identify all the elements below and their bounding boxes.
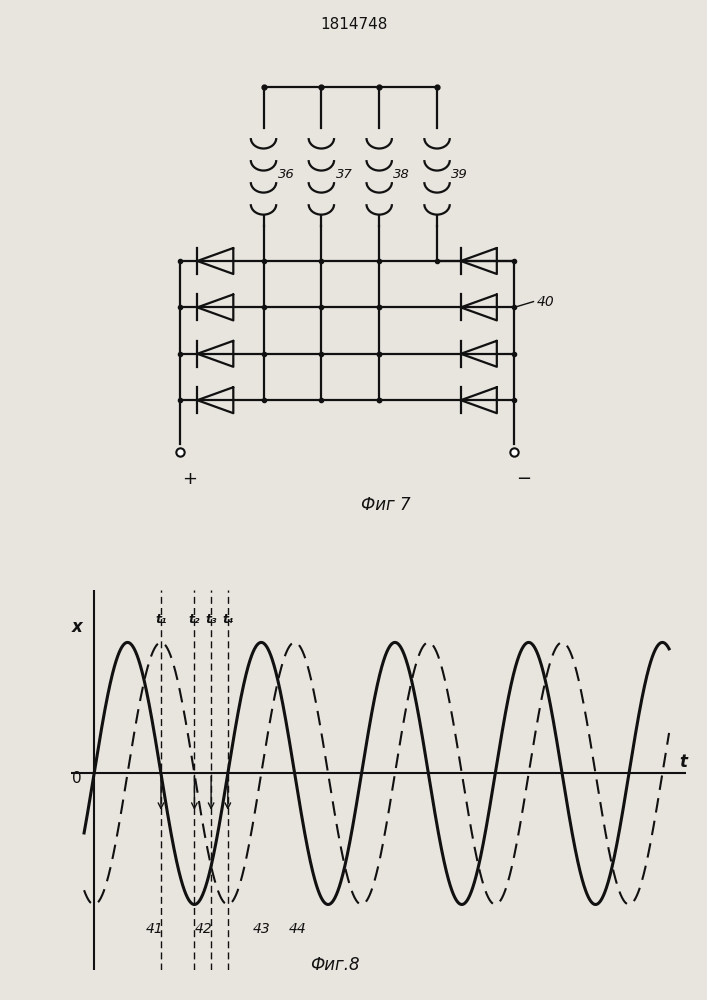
Text: 42: 42 xyxy=(195,922,213,936)
Text: 44: 44 xyxy=(288,922,306,936)
Text: −: − xyxy=(516,470,532,488)
Text: 1814748: 1814748 xyxy=(320,17,387,32)
Text: 0: 0 xyxy=(72,771,82,786)
Text: t₃: t₃ xyxy=(205,613,217,626)
Text: Фиг 7: Фиг 7 xyxy=(361,496,411,514)
Text: 38: 38 xyxy=(393,167,410,180)
Text: t: t xyxy=(679,753,687,771)
Text: 36: 36 xyxy=(278,167,294,180)
Text: Фиг.8: Фиг.8 xyxy=(310,956,360,974)
Text: t₂: t₂ xyxy=(189,613,200,626)
Text: +: + xyxy=(182,470,197,488)
Text: x: x xyxy=(72,618,83,636)
Text: 40: 40 xyxy=(537,295,554,309)
Text: t₁: t₁ xyxy=(156,613,167,626)
Text: 37: 37 xyxy=(336,167,352,180)
Text: 41: 41 xyxy=(146,922,163,936)
Text: t₄: t₄ xyxy=(222,613,233,626)
Text: 39: 39 xyxy=(451,167,468,180)
Text: 43: 43 xyxy=(252,922,270,936)
